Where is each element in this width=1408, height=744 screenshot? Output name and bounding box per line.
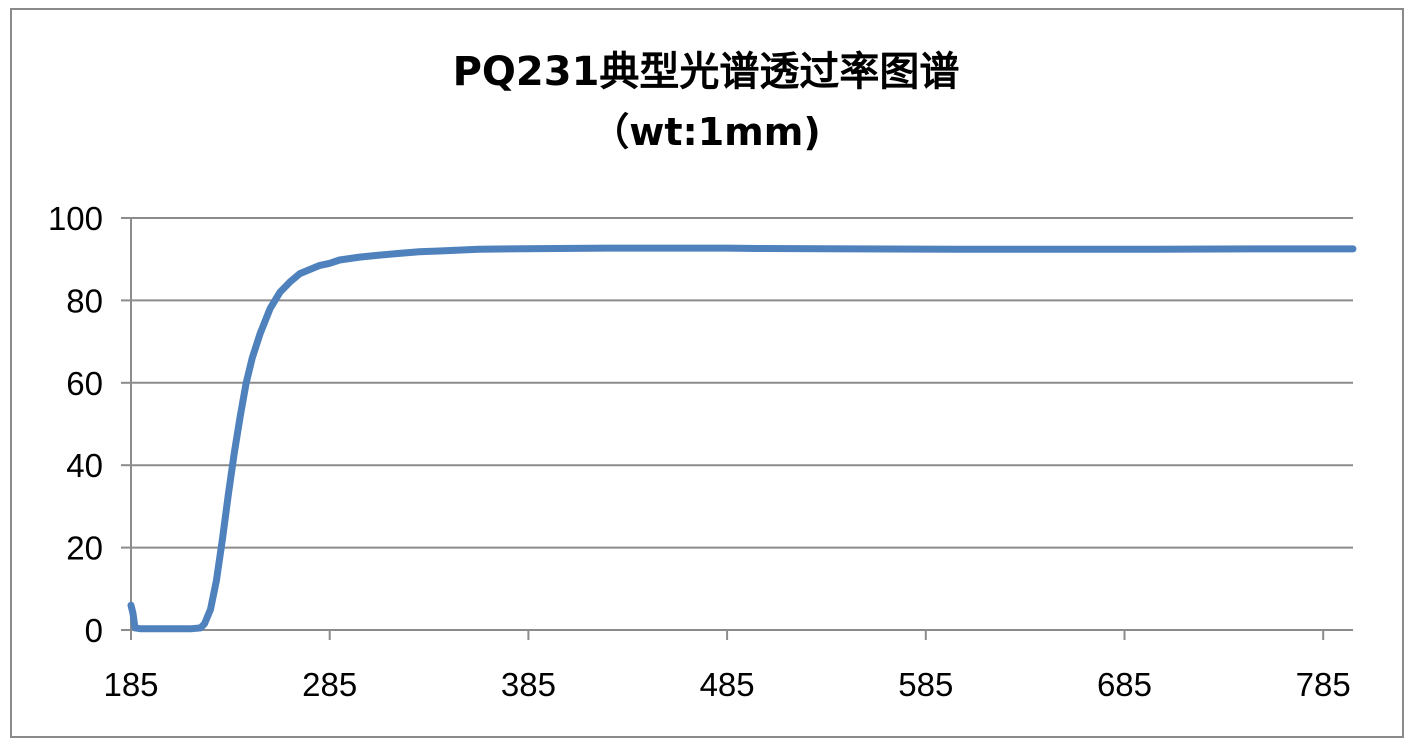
- x-tick-label: 585: [898, 666, 953, 703]
- series-layer: [127, 244, 1357, 633]
- chart-frame: [10, 8, 1404, 738]
- y-tick-label: 40: [66, 447, 103, 484]
- y-tick-label: 100: [48, 200, 103, 237]
- chart-subtitle: （wt:1mm): [591, 110, 821, 154]
- x-tick-label: 485: [700, 666, 755, 703]
- x-tick-label: 685: [1097, 666, 1152, 703]
- series-line-0: [127, 244, 1357, 633]
- x-tick-label: 285: [302, 666, 357, 703]
- y-tick-label: 60: [66, 365, 103, 402]
- y-tick-label: 80: [66, 282, 103, 319]
- x-tick-label: 785: [1296, 666, 1351, 703]
- y-tick-label: 0: [85, 612, 103, 649]
- chart-title: PQ231典型光谱透过率图谱: [452, 49, 960, 95]
- x-tick-label: 185: [103, 666, 158, 703]
- grid-lines: [131, 217, 1353, 549]
- tick-labels: 0 20 40 60 80 100 185 285 385 485 585 685 785: [48, 200, 1351, 703]
- y-tick-label: 20: [66, 530, 103, 567]
- x-tick-label: 385: [501, 666, 556, 703]
- axes: [121, 217, 1353, 640]
